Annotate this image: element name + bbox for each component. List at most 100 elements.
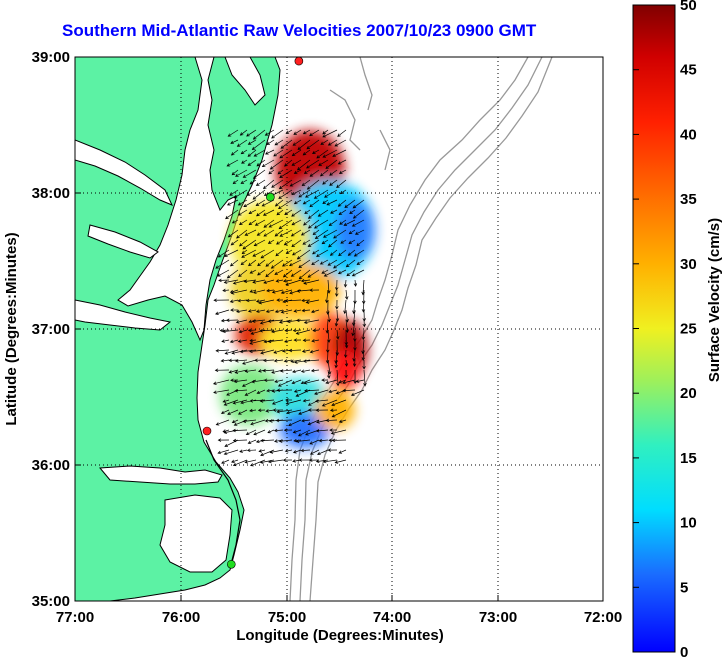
velocity-arrow xyxy=(231,169,239,176)
velocity-arrow xyxy=(300,229,311,236)
velocity-arrow xyxy=(229,189,239,196)
velocity-arrow xyxy=(293,169,302,174)
velocity-arrow xyxy=(285,398,293,402)
velocity-arrow xyxy=(291,209,302,217)
velocity-arrow xyxy=(353,279,358,287)
velocity-arrow xyxy=(227,229,239,238)
velocity-arrow xyxy=(223,279,239,284)
velocity-arrow xyxy=(334,359,338,369)
velocity-arrow xyxy=(334,139,347,147)
velocity-arrow xyxy=(361,349,366,361)
velocity-arrow xyxy=(338,169,347,174)
velocity-arrow xyxy=(335,339,340,356)
velocity-arrow xyxy=(321,239,329,245)
colorbar-label: Surface Velocity (cm/s) xyxy=(706,218,723,382)
bay-tributary-potomac xyxy=(75,139,173,206)
velocity-arrow xyxy=(285,249,293,254)
velocity-arrow xyxy=(217,438,230,442)
velocity-arrow xyxy=(241,249,257,258)
velocity-arrow xyxy=(228,369,239,374)
colorbar-tick-label: 15 xyxy=(680,450,697,467)
colorbar-tick-label: 35 xyxy=(680,191,697,208)
colorbar xyxy=(632,4,676,653)
velocity-arrow xyxy=(314,229,329,239)
y-tick-label: 35:00 xyxy=(32,593,70,610)
velocity-arrow xyxy=(230,289,248,295)
velocity-arrow xyxy=(328,219,338,226)
velocity-arrow xyxy=(302,398,311,403)
velocity-arrow xyxy=(289,179,302,187)
velocity-arrow xyxy=(259,319,275,325)
velocity-arrow xyxy=(298,189,311,198)
velocity-arrow xyxy=(329,169,338,176)
velocity-arrow xyxy=(293,309,302,313)
colorbar-tick-label: 45 xyxy=(680,62,697,79)
velocity-arrow xyxy=(279,229,293,237)
velocity-arrow xyxy=(339,189,347,195)
velocity-arrow xyxy=(284,339,293,343)
velocity-arrow xyxy=(234,359,248,363)
velocity-arrow xyxy=(334,459,347,464)
velocity-arrow xyxy=(215,309,230,315)
velocity-arrow xyxy=(356,239,365,247)
velocity-arrow xyxy=(224,349,239,355)
velocity-arrow xyxy=(347,249,356,256)
velocity-arrow xyxy=(354,229,365,235)
velocity-arrow xyxy=(224,439,239,447)
velocity-arrow xyxy=(303,379,320,385)
x-tick-label: 77:00 xyxy=(56,609,94,626)
velocity-arrow xyxy=(291,379,302,385)
velocity-arrow xyxy=(290,359,302,363)
velocity-arrow xyxy=(279,149,293,159)
velocity-arrow xyxy=(229,299,239,303)
velocity-arrow xyxy=(321,269,329,274)
velocity-arrow xyxy=(352,359,357,367)
velocity-arrow xyxy=(298,269,311,280)
y-tick-label: 39:00 xyxy=(32,49,70,66)
velocity-arrow xyxy=(309,439,320,445)
velocity-arrow xyxy=(311,259,320,266)
velocity-arrow xyxy=(291,159,302,166)
velocity-arrow xyxy=(232,438,248,443)
velocity-arrow xyxy=(335,299,339,310)
velocity-arrow xyxy=(277,379,293,387)
velocity-arrow xyxy=(276,209,284,216)
albemarle-sound xyxy=(98,465,223,485)
velocity-arrow xyxy=(217,249,230,258)
velocity-arrow xyxy=(315,429,329,433)
velocity-arrow xyxy=(346,269,356,277)
velocity-arrow xyxy=(263,378,275,383)
velocity-arrow xyxy=(231,419,239,424)
radar-station xyxy=(294,57,304,66)
velocity-arrow xyxy=(252,129,266,140)
velocity-arrow xyxy=(353,369,357,384)
velocity-arrow xyxy=(249,179,257,185)
velocity-arrow xyxy=(309,449,320,455)
velocity-arrow xyxy=(262,179,275,190)
velocity-arrow xyxy=(285,279,302,286)
velocity-arrow xyxy=(338,249,347,257)
velocity-arrow xyxy=(303,359,320,363)
velocity-arrow xyxy=(338,209,347,215)
velocity-arrow xyxy=(258,299,275,305)
velocity-arrow xyxy=(259,459,275,464)
colorbar-tick-label: 10 xyxy=(680,515,697,532)
velocity-arrow xyxy=(253,149,266,157)
bay-tributary-james xyxy=(75,299,172,331)
velocity-arrow xyxy=(241,159,248,164)
velocity-arrow xyxy=(292,249,302,256)
velocity-arrow xyxy=(343,299,347,315)
velocity-arrow xyxy=(256,159,266,167)
velocity-arrow xyxy=(220,409,230,415)
velocity-arrow xyxy=(303,219,311,226)
velocity-arrow xyxy=(345,259,356,268)
velocity-arrow xyxy=(291,219,302,226)
velocity-arrow xyxy=(248,219,257,226)
velocity-arrow xyxy=(240,259,248,266)
velocity-arrow xyxy=(331,409,347,418)
velocity-arrow xyxy=(288,419,302,427)
velocity-arrow xyxy=(295,389,311,397)
velocity-arrow xyxy=(254,358,266,362)
velocity-arrow xyxy=(253,429,266,436)
velocity-arrow xyxy=(322,129,329,135)
